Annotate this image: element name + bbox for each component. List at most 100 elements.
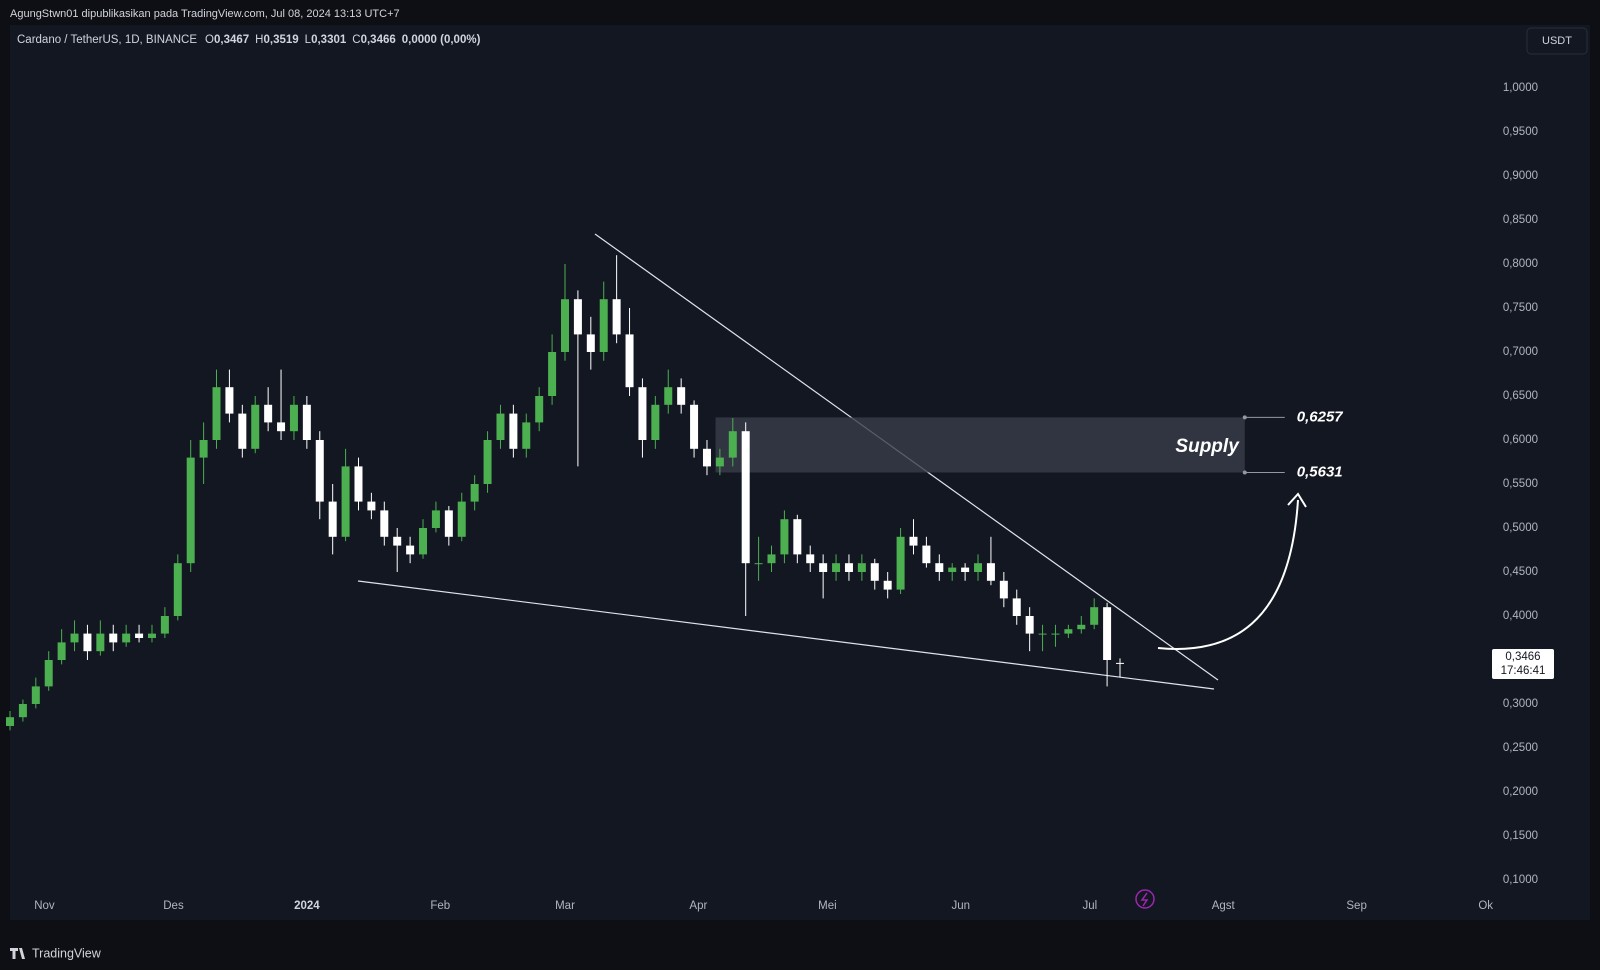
candle-body	[599, 299, 608, 352]
candle-body	[496, 413, 505, 440]
y-tick-label: 0,5000	[1503, 522, 1538, 534]
x-tick-label: Agst	[1212, 900, 1236, 912]
candle-body	[677, 387, 686, 405]
candle-body	[1051, 633, 1060, 635]
y-tick-label: 0,5500	[1503, 478, 1538, 490]
candle-body	[844, 563, 853, 572]
candle-body	[354, 466, 363, 502]
candle-body	[819, 563, 828, 572]
countdown: 17:46:41	[1501, 665, 1546, 677]
ohlc-value: 0,3519	[263, 34, 298, 46]
x-tick-label: Mei	[818, 900, 837, 912]
candle-body	[754, 563, 763, 565]
candle-body	[96, 633, 105, 652]
ohlc-key: H	[255, 34, 263, 46]
candle-body	[702, 448, 711, 467]
candle-body	[1038, 633, 1047, 635]
y-tick-label: 0,1000	[1503, 874, 1538, 886]
candle-body	[302, 404, 311, 440]
candle-body	[870, 563, 879, 581]
zone-level-point	[1242, 470, 1247, 475]
candle-body	[548, 351, 557, 396]
publisher: AgungStwn01 dipublikasikan pada TradingV…	[10, 8, 400, 20]
arrow	[1157, 499, 1299, 650]
candle-body	[1090, 607, 1099, 625]
y-tick-label: 1,0000	[1503, 82, 1538, 94]
lower-trendline	[357, 580, 1215, 690]
candle-body	[380, 510, 389, 537]
x-tick-label: Nov	[34, 900, 55, 912]
candle-body	[767, 554, 776, 564]
candle-body	[1077, 624, 1086, 630]
candle-body	[431, 510, 440, 528]
candle-body	[961, 567, 970, 572]
y-tick-label: 0,8500	[1503, 214, 1538, 226]
y-tick-label: 0,7000	[1503, 346, 1538, 358]
candle-body	[83, 633, 92, 652]
candle-body	[780, 519, 789, 555]
y-tick-label: 0,4000	[1503, 610, 1538, 622]
candle-body	[264, 404, 273, 423]
candle-body	[728, 431, 737, 458]
y-tick-label: 0,6500	[1503, 390, 1538, 402]
candle-body	[289, 404, 298, 432]
candle-body	[909, 536, 918, 546]
change: 0,0000 (0,00%)	[402, 34, 481, 46]
y-tick-label: 0,7500	[1503, 302, 1538, 314]
candle-body	[147, 633, 156, 638]
candle-body	[535, 395, 544, 423]
x-tick-label: Feb	[430, 900, 450, 912]
x-tick-label: Jul	[1083, 900, 1098, 912]
candle-body	[109, 633, 118, 643]
supply-label: Supply	[1175, 436, 1240, 457]
candle-body	[341, 466, 350, 537]
candle-body	[625, 334, 634, 388]
candle-body	[509, 413, 518, 449]
footer	[0, 938, 1600, 970]
y-tick-label: 0,2500	[1503, 742, 1538, 754]
candle-body	[948, 567, 957, 572]
candle-body	[57, 642, 66, 660]
candle-body	[238, 413, 247, 449]
event-bolt	[1140, 892, 1149, 907]
candle-body	[173, 563, 182, 616]
currency[interactable]: USDT	[1542, 35, 1572, 47]
x-tick-label: Ok	[1478, 900, 1493, 912]
candle-body	[315, 439, 324, 502]
candle-body	[277, 422, 286, 432]
candle-body	[160, 615, 169, 634]
candle-body	[393, 536, 402, 546]
candle-body	[793, 519, 802, 555]
y-tick-label: 0,8000	[1503, 258, 1538, 270]
last-price-label: 0,3466	[1505, 651, 1540, 663]
candle-body	[612, 299, 621, 335]
candle-body	[1103, 607, 1112, 660]
candle-body	[586, 334, 595, 352]
candle-body	[135, 633, 144, 638]
candle-body	[457, 501, 466, 537]
candle-body	[651, 404, 660, 440]
candle-body	[922, 545, 931, 564]
candle-body	[741, 431, 750, 564]
y-tick-label: 0,2000	[1503, 786, 1538, 798]
x-tick-label: Des	[163, 900, 184, 912]
event-icon[interactable]	[1135, 889, 1155, 909]
candle-body	[367, 501, 376, 511]
candle-body	[573, 299, 582, 335]
candle-body	[186, 457, 195, 564]
y-tick-label: 0,9500	[1503, 126, 1538, 138]
candle-body	[18, 703, 27, 718]
symbol: Cardano / TetherUS, 1D, BINANCE	[17, 34, 197, 46]
currency-box[interactable]	[1526, 27, 1588, 55]
candle-body	[1025, 615, 1034, 634]
zone-level-label: 0,5631	[1297, 463, 1343, 480]
candle-body	[806, 554, 815, 564]
candle-body	[832, 563, 841, 572]
candle-body	[251, 404, 260, 449]
candle-body	[31, 686, 40, 704]
brand[interactable]: TradingView	[32, 946, 102, 960]
candle-body	[44, 659, 53, 687]
candle-body	[522, 422, 531, 449]
